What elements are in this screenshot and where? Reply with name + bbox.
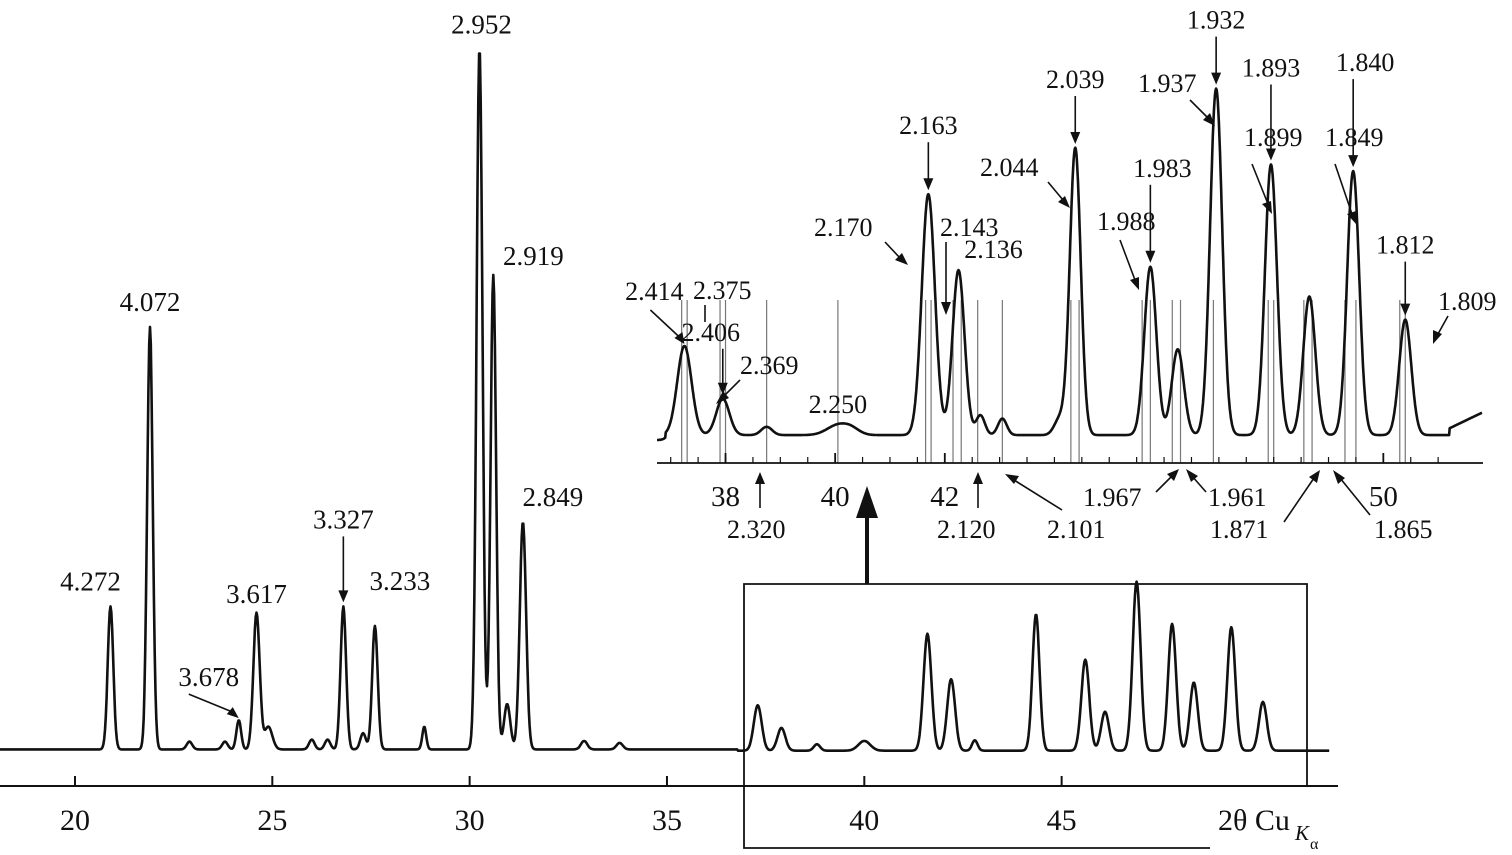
annotation-label: 1.967 [1083,483,1142,512]
annotation-arrow [1119,239,1136,281]
inset-peak-arrowhead [1211,72,1222,85]
inset-peak-label: 2.250 [809,390,868,419]
annotation-arrowhead [895,253,908,265]
inset-peak-label: 1.932 [1187,6,1246,35]
annotation-arrowhead [1005,474,1019,484]
annotation-label: 1.865 [1374,515,1433,544]
peak-label: 4.072 [120,287,181,317]
inset-x-tick-label: 42 [930,481,959,513]
annotation-label: 2.120 [937,515,996,544]
main-x-tick-label: 45 [1047,804,1077,837]
peak-label: 4.272 [60,566,121,596]
inset-peak-label: 2.163 [899,111,958,140]
annotations: 2.375 2.369 2.170 2.143 2.044 1.988 1.93… [693,69,1497,544]
annotation-arrowhead [1262,201,1272,214]
annotation-arrowhead [755,472,765,484]
inset-peak-arrowhead [1348,155,1359,168]
annotation-arrow [1251,163,1269,205]
annotation-arrowhead [1058,196,1070,208]
inset-peak-label: 1.840 [1336,48,1395,77]
zoom-arrow-head [856,486,878,518]
inset-peak-label: 1.893 [1242,54,1301,83]
annotation-label: 2.143 [940,213,999,242]
inset-peak-label: 2.406 [682,318,741,347]
annotation-label: 1.809 [1438,287,1497,316]
annotation-arrow [1283,477,1315,523]
inset-peak-label: 2.039 [1046,65,1105,94]
main-x-tick-label: 40 [849,804,879,837]
annotation-arrowhead [941,302,951,315]
peak-label-arrow [188,693,234,713]
annotation-label: 2.170 [814,213,873,242]
annotation-arrowhead [1130,277,1139,290]
inset-peak-arrowhead [717,382,728,395]
annotation-label: 2.101 [1047,515,1106,544]
main-x-tick-label: 20 [60,804,90,837]
main-x-axis-title-subscript: K [1294,821,1310,845]
inset-peak-label: 2.136 [964,235,1023,264]
annotation-label: 1.899 [1244,123,1303,152]
annotation-label: 2.044 [980,153,1039,182]
peak-label: 3.327 [313,504,374,534]
annotation-label: 1.961 [1208,483,1267,512]
zoom-region-box [743,583,1308,849]
annotation-arrow [1189,99,1209,119]
annotation-arrowhead [1433,330,1442,344]
main-x-tick-label: 35 [652,804,682,837]
peak-label: 2.849 [523,482,584,512]
peak-label: 2.919 [503,241,564,271]
annotation-arrowhead [1309,470,1320,483]
inset-peak-arrowhead [1145,250,1156,263]
peak-label-arrowhead [226,707,239,719]
annotation-label: 1.988 [1097,207,1156,236]
annotation-arrowhead [1347,211,1356,224]
annotation-arrowhead [973,472,983,484]
peak-label-arrowhead [338,590,349,603]
inset-peak-arrow [649,309,681,339]
annotation-arrow [1013,479,1063,511]
peak-label: 3.617 [226,579,287,609]
inset-diffraction-curve [656,87,1483,442]
main-x-axis-title: 2θ Cu [1218,804,1290,837]
inset-peak-arrowhead [923,178,934,191]
main-x-axis-title-subsubscript: α [1310,836,1319,853]
peak-label: 3.678 [178,662,239,692]
main-diffraction-curve [0,52,1330,752]
annotation-arrowhead [1186,469,1198,482]
annotation-arrowhead [1167,469,1179,481]
annotation-label: 1.871 [1210,515,1269,544]
inset-peak-arrowhead [1400,303,1411,316]
annotation-arrowhead [1203,113,1215,126]
annotation-arrowhead [716,391,729,404]
inset-x-tick-label: 38 [711,481,740,513]
annotation-arrow [1155,475,1173,493]
annotation-label: 2.320 [727,515,786,544]
inset-x-tick-label: 40 [821,481,850,513]
annotation-arrow [884,241,901,259]
main-x-tick-label: 25 [257,804,287,837]
inset-peak-arrowhead [674,332,685,344]
inset-peak-label: 2.414 [625,277,684,306]
inset-x-tick-label: 50 [1369,481,1398,513]
annotation-arrowhead [1333,470,1345,484]
annotation-arrow [1437,315,1449,335]
peak-label: 2.952 [451,9,512,39]
annotation-label: 2.369 [740,351,799,380]
annotation-label: 1.937 [1138,69,1197,98]
inset-peak-arrowhead [1070,132,1081,144]
annotation-label: 2.375 [693,276,752,305]
main-chart: 20 25 30 35 40 45 4.272 4.072 3.678 3.617 3.327 3.… [0,9,1338,853]
annotation-arrow [1047,181,1064,201]
inset-peak-label: 1.812 [1376,231,1435,260]
inset-chart: 38 40 42 50 2.414 2.406 2.250 2.163 2.136 2.039 1… [625,6,1496,544]
main-x-tick-label: 30 [455,804,485,837]
inset-peak-arrowhead [1265,148,1276,161]
peak-label: 3.233 [370,566,431,596]
inset-peak-label: 1.983 [1133,154,1192,183]
annotation-arrow [1334,163,1353,215]
annotation-arrow [1339,477,1371,516]
annotation-label: 1.849 [1325,123,1384,152]
